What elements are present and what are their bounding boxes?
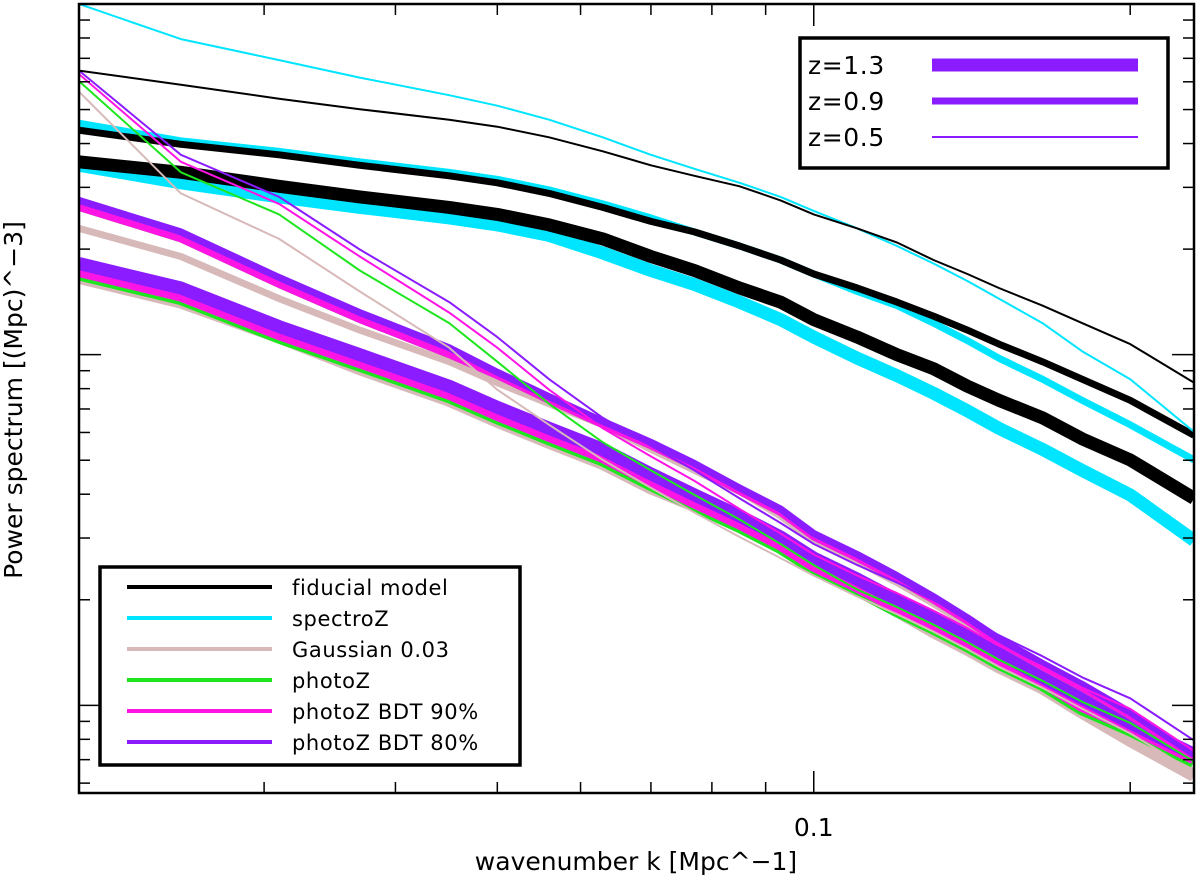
legend-label-spectroZ: spectroZ <box>292 607 389 631</box>
x-axis-label: wavenumber k [Mpc^−1] <box>475 847 797 876</box>
curve-fiducial-z0p9 <box>79 126 1194 439</box>
curve-bdt80-z1p3 <box>79 257 1194 761</box>
legend-label-fiducial: fiducial model <box>292 576 448 600</box>
legend-methods: fiducial model spectroZ Gaussian 0.03 photo… <box>98 565 522 767</box>
axis-ticks: 0.1 <box>78 3 1194 842</box>
legend-label-bdt80: photoZ BDT 80% <box>292 731 479 755</box>
legend-label-photoZ: photoZ <box>292 669 371 693</box>
legend-redshift: z=1.3 z=0.9 z=0.5 <box>798 36 1170 170</box>
legend-z-label: z=1.3 <box>808 51 885 80</box>
x-tick-label: 0.1 <box>794 813 834 842</box>
curve-fiducial-z0p5 <box>79 69 1194 384</box>
curve-photoZ-z0p5 <box>79 80 1194 763</box>
plot-frame <box>77 2 1196 795</box>
legend-z-label: z=0.9 <box>808 87 885 116</box>
legend-label-bdt90: photoZ BDT 90% <box>292 700 479 724</box>
curve-gaussian-z0p5 <box>79 90 1194 773</box>
curve-bdt80-z0p5 <box>79 69 1194 742</box>
legend-label-gaussian: Gaussian 0.03 <box>292 638 450 662</box>
legend-z-label: z=0.5 <box>808 123 885 152</box>
data-curves <box>79 4 1194 782</box>
curve-bdt90-z0p5 <box>79 73 1194 752</box>
curve-fiducial-z1p3 <box>79 155 1194 504</box>
curve-spectroZ-z1p3 <box>79 158 1194 546</box>
legend-methods-box <box>98 565 522 767</box>
y-axis-label: Power spectrum [(Mpc)^−3] <box>0 221 28 579</box>
curve-spectroZ-z0p5 <box>79 4 1194 433</box>
curve-bdt80-z0p9 <box>79 197 1194 758</box>
